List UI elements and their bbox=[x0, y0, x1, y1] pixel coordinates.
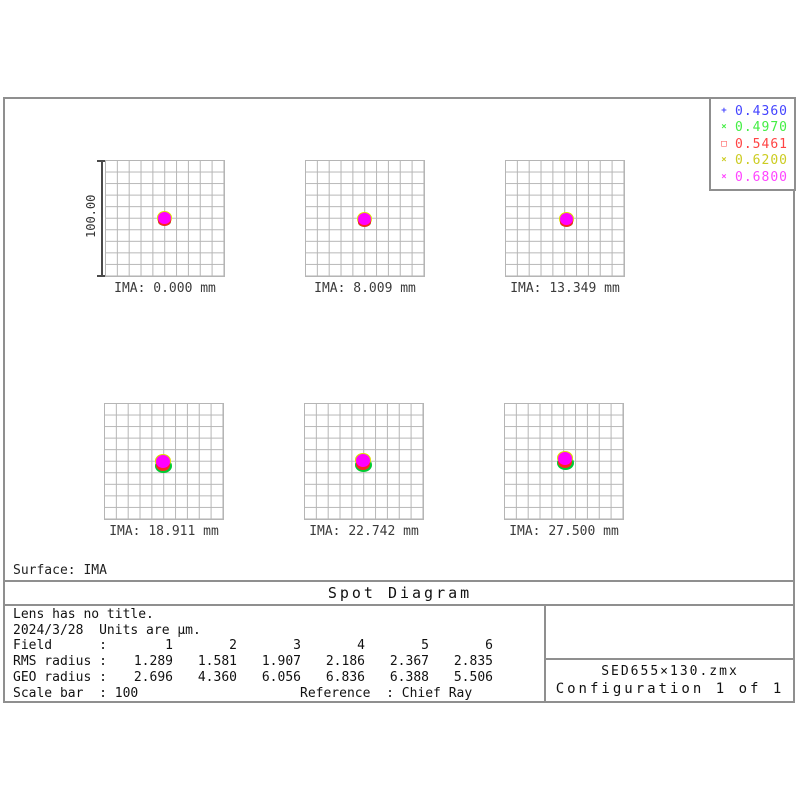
scale-bar-label: 100.00 bbox=[84, 194, 98, 238]
legend-wavelength: 0.4360 bbox=[735, 103, 788, 119]
divider bbox=[3, 580, 795, 582]
rms-value: 1.289 bbox=[133, 654, 173, 670]
geo-row: GEO radius : 2.696 4.360 6.056 6.836 6.388 5.5… bbox=[13, 670, 493, 686]
field-number: 1 bbox=[165, 638, 173, 654]
ima-label-field-5: IMA: 22.742 mm bbox=[309, 524, 419, 539]
scale-bar-line: Scale bar : 100 bbox=[13, 685, 139, 701]
geo-value: 6.388 bbox=[389, 669, 429, 685]
plot-frame bbox=[3, 97, 795, 703]
rms-value: 2.835 bbox=[453, 654, 493, 670]
ima-label-field-1: IMA: 0.000 mm bbox=[114, 281, 216, 296]
spot-grid-field-4 bbox=[104, 403, 224, 520]
cross-marker-icon: × bbox=[721, 171, 727, 182]
square-marker-icon: □ bbox=[721, 138, 727, 149]
geo-value: 6.836 bbox=[325, 669, 365, 685]
spot-layer-magenta bbox=[558, 452, 572, 465]
legend-entry: × 0.6200 bbox=[718, 154, 788, 167]
rms-value: 1.581 bbox=[197, 654, 237, 670]
spot-grid-field-3 bbox=[505, 160, 625, 277]
spot-layer-magenta bbox=[156, 455, 170, 468]
field-number: 5 bbox=[421, 638, 429, 654]
field-row-label: Field : bbox=[13, 638, 107, 654]
geo-value: 5.506 bbox=[453, 669, 493, 685]
legend-entry: × 0.6800 bbox=[718, 171, 788, 184]
spot-layer-magenta bbox=[559, 213, 573, 225]
lens-filename: SED655×130.zmx bbox=[601, 664, 739, 679]
rms-row: RMS radius : 1.289 1.581 1.907 2.186 2.367 2.8… bbox=[13, 654, 493, 670]
rms-value: 1.907 bbox=[261, 654, 301, 670]
divider bbox=[544, 604, 546, 703]
spot-grid-field-2 bbox=[305, 160, 425, 277]
spot-grid-field-5 bbox=[304, 403, 424, 520]
scale-reference-row: Scale bar : 100 Reference : Chief Ray bbox=[13, 686, 493, 702]
legend-wavelength: 0.4970 bbox=[735, 120, 788, 135]
field-number: 3 bbox=[293, 638, 301, 654]
field-number: 4 bbox=[357, 638, 365, 654]
rms-value: 2.367 bbox=[389, 654, 429, 670]
legend-wavelength: 0.5461 bbox=[735, 136, 788, 152]
cross-marker-icon: × bbox=[721, 122, 727, 132]
scale-bar-bottom-tick bbox=[97, 275, 106, 277]
geo-value: 4.360 bbox=[197, 669, 237, 685]
legend-entry: × 0.4970 bbox=[718, 121, 788, 134]
spot-grid-field-6 bbox=[504, 403, 624, 520]
cross-marker-icon: × bbox=[721, 155, 727, 165]
configuration-label: Configuration 1 of 1 bbox=[555, 681, 785, 697]
geo-row-label: GEO radius : bbox=[13, 669, 107, 685]
spot-layer-magenta bbox=[356, 454, 370, 467]
field-number: 2 bbox=[229, 638, 237, 654]
spot-grid-field-1 bbox=[105, 160, 225, 277]
divider bbox=[545, 658, 795, 660]
geo-value: 6.056 bbox=[261, 669, 301, 685]
wavelength-legend: + 0.4360 × 0.4970 □ 0.5461 × 0.6200 × 0.… bbox=[709, 97, 796, 191]
page-title: Spot Diagram bbox=[327, 584, 473, 602]
divider bbox=[3, 604, 795, 606]
plus-marker-icon: + bbox=[721, 105, 727, 116]
legend-entry: □ 0.5461 bbox=[718, 138, 788, 151]
scale-bar-top-tick bbox=[97, 160, 106, 162]
date-units-line: 2024/3/28 Units are µm. bbox=[13, 622, 201, 638]
spot-layer-magenta bbox=[157, 212, 171, 224]
legend-wavelength: 0.6200 bbox=[735, 153, 788, 168]
lens-title-line: Lens has no title. bbox=[13, 607, 154, 622]
reference-line: Reference : Chief Ray bbox=[300, 685, 473, 701]
field-number: 6 bbox=[485, 638, 493, 654]
geo-value: 2.696 bbox=[133, 669, 173, 685]
lens-data-table: Lens has no title. 2024/3/28 Units are µ… bbox=[13, 607, 493, 701]
spot-layer-magenta bbox=[357, 213, 371, 225]
surface-label: Surface: IMA bbox=[13, 563, 107, 578]
legend-entry: + 0.4360 bbox=[718, 105, 788, 118]
ima-label-field-3: IMA: 13.349 mm bbox=[510, 281, 620, 296]
ima-label-field-2: IMA: 8.009 mm bbox=[314, 281, 416, 296]
ima-label-field-6: IMA: 27.500 mm bbox=[509, 524, 619, 539]
rms-row-label: RMS radius : bbox=[13, 654, 107, 670]
rms-value: 2.186 bbox=[325, 654, 365, 670]
legend-wavelength: 0.6800 bbox=[735, 169, 788, 185]
ima-label-field-4: IMA: 18.911 mm bbox=[109, 524, 219, 539]
field-row: Field : 1 2 3 4 5 6 bbox=[13, 638, 493, 654]
scale-bar bbox=[101, 160, 103, 277]
